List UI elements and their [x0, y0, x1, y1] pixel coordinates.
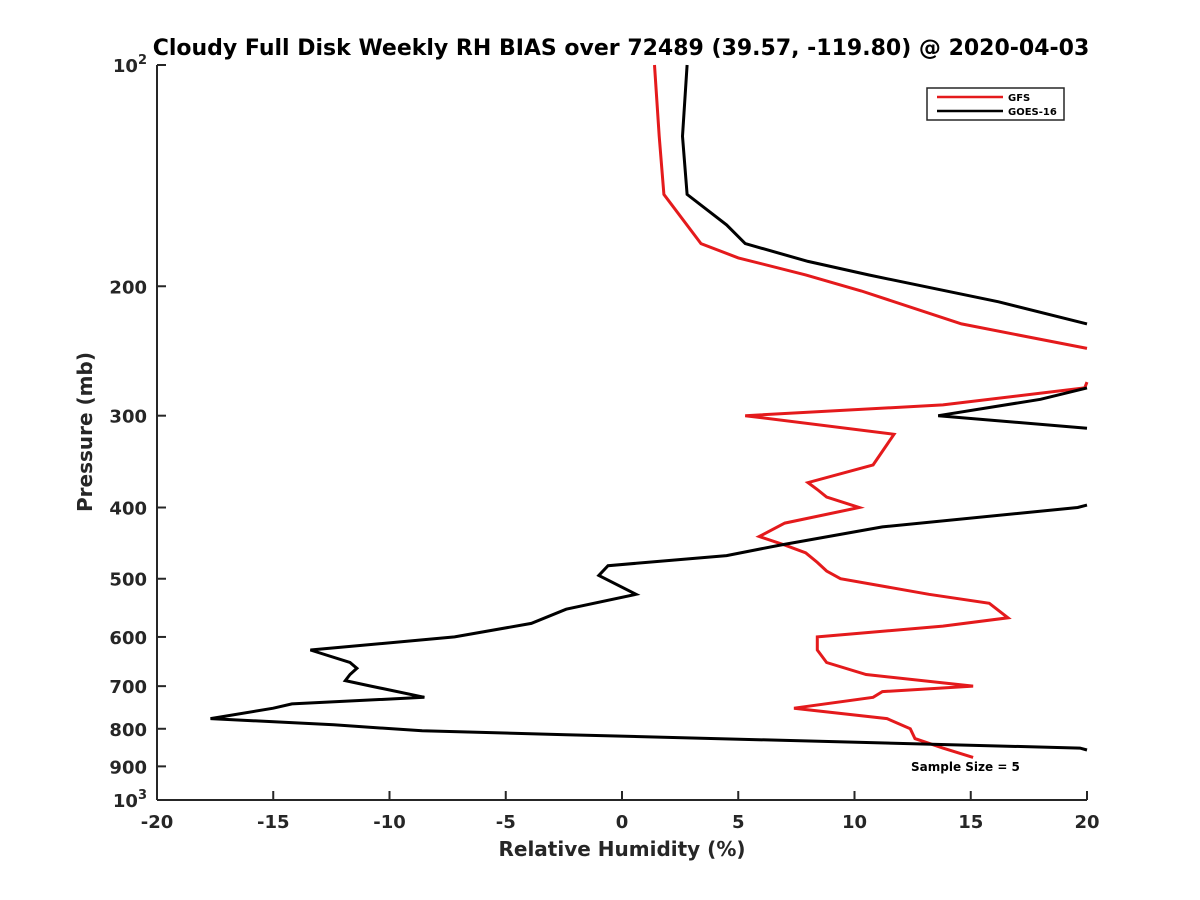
plot-lines — [210, 64, 1089, 759]
x-tick-label: 15 — [958, 812, 983, 833]
y-tick-label: 500 — [109, 570, 147, 591]
legend: GFS GOES-16 — [926, 87, 1065, 121]
y-tick-label: 103 — [113, 788, 147, 812]
x-tick-label: 20 — [1074, 812, 1099, 833]
series-line-goes16 — [210, 503, 1088, 752]
y-tick-label: 600 — [109, 628, 147, 649]
legend-label-gfs: GFS — [1008, 93, 1030, 104]
y-tick-label: 400 — [109, 499, 147, 520]
y-axis-ticks: 102 200 300 400 500 600 700 800 900 103 — [109, 53, 166, 812]
y-tick-label: 900 — [109, 757, 147, 778]
y-tick-label: 200 — [109, 277, 147, 298]
legend-box — [926, 87, 1065, 121]
chart-title: Cloudy Full Disk Weekly RH BIAS over 724… — [153, 36, 1090, 61]
series-line-goes16 — [680, 64, 1088, 326]
series-line-goes16 — [937, 386, 1088, 430]
x-tick-label: -10 — [373, 812, 406, 833]
y-tick-label: 102 — [113, 53, 147, 77]
x-tick-label: 5 — [732, 812, 745, 833]
y-tick-label: 800 — [109, 720, 147, 741]
y-tick-label: 300 — [109, 407, 147, 428]
x-tick-label: 0 — [616, 812, 629, 833]
y-tick-label: 700 — [109, 677, 147, 698]
series-line-gfs — [745, 381, 1089, 759]
sample-size-annotation: Sample Size = 5 — [911, 760, 1020, 774]
x-tick-label: -20 — [141, 812, 174, 833]
x-tick-label: 10 — [842, 812, 867, 833]
x-axis-ticks: -20 -15 -10 -5 0 5 10 15 20 — [141, 791, 1100, 833]
y-axis-label: Pressure (mb) — [73, 352, 97, 512]
x-tick-label: -5 — [496, 812, 516, 833]
series-line-gfs — [653, 64, 1088, 350]
x-axis-label: Relative Humidity (%) — [498, 837, 745, 861]
legend-label-goes16: GOES-16 — [1008, 107, 1057, 118]
x-tick-label: -15 — [257, 812, 290, 833]
